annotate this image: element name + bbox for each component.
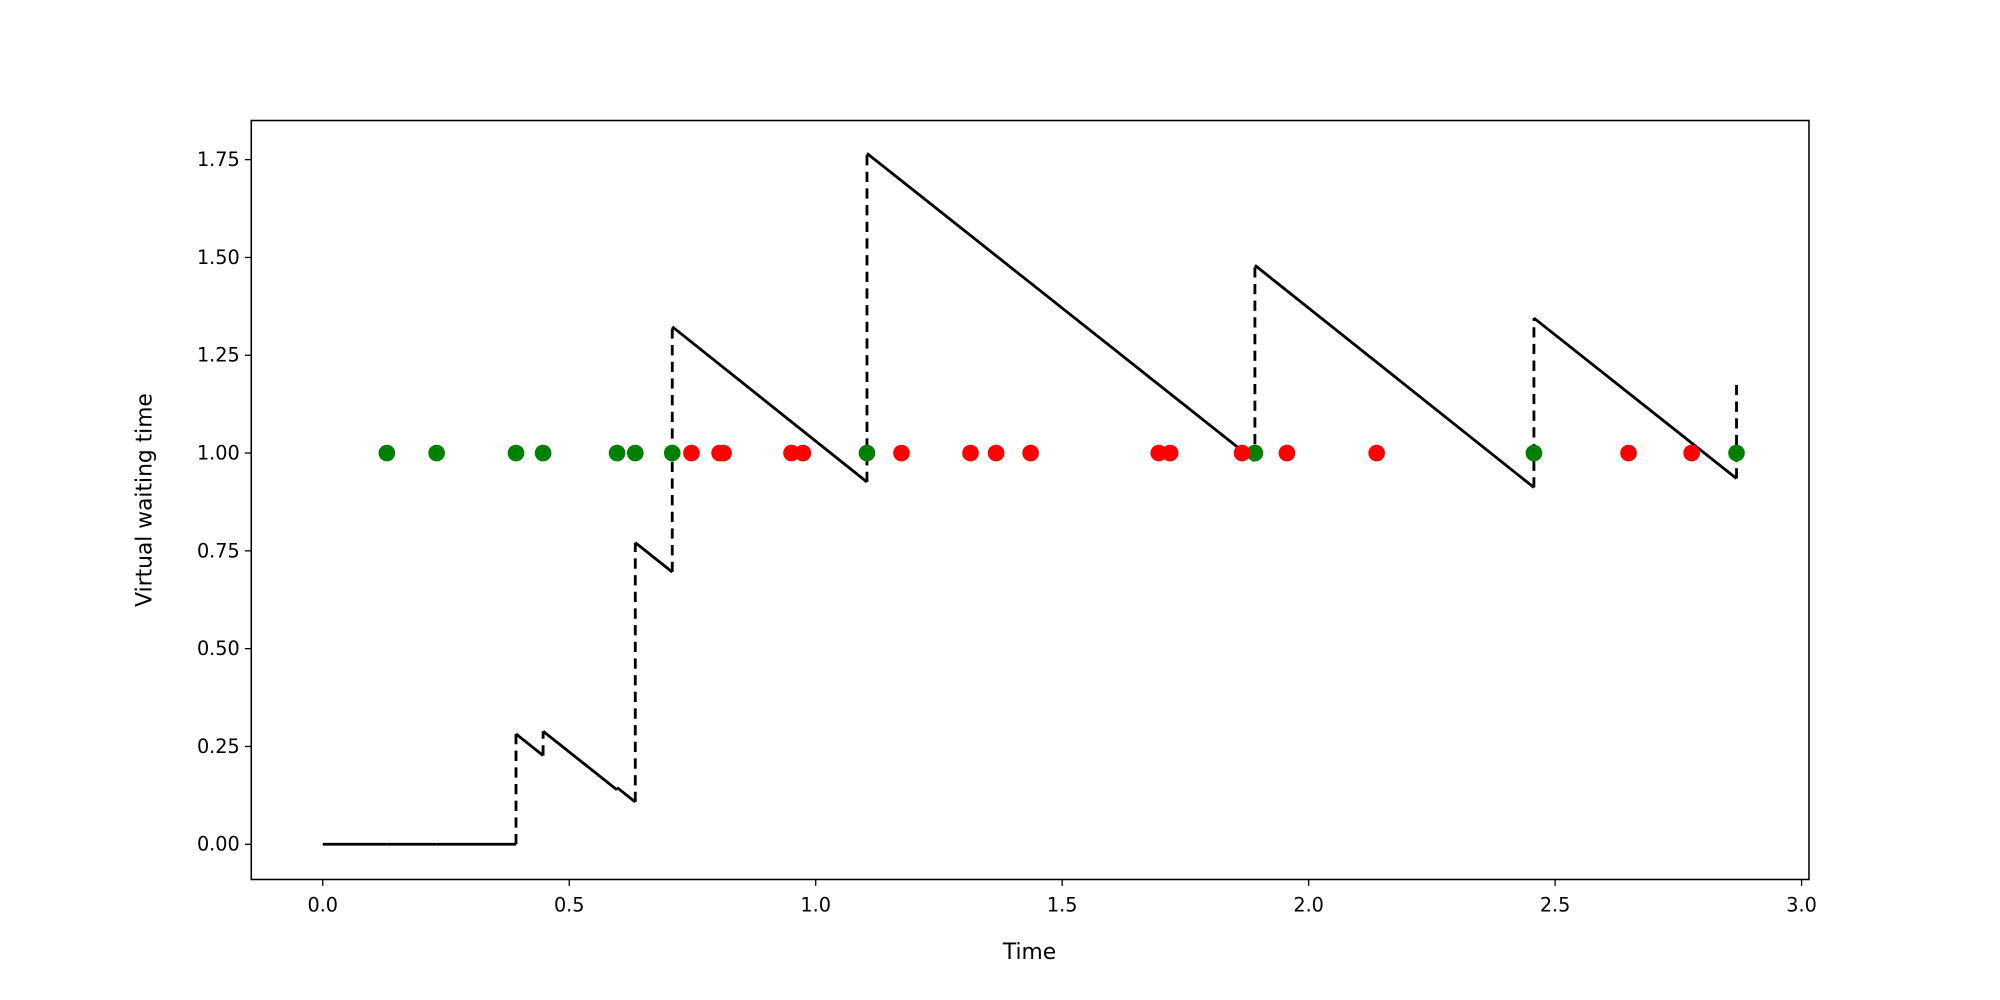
y-tick-label: 0.25	[197, 735, 240, 758]
y-tick-label: 1.25	[197, 344, 240, 367]
green-point-0	[378, 444, 396, 462]
y-tick-label: 0.00	[197, 833, 240, 856]
x-tick-label: 1.5	[1047, 894, 1078, 917]
red-point-13	[1368, 444, 1385, 462]
red-point-0	[683, 444, 700, 462]
y-axis-ticks: 0.00 0.25 0.50 0.75 1.00 1.25 1.50 1.75	[197, 148, 252, 856]
green-point-2	[507, 444, 525, 462]
x-tick-label: 1.0	[800, 894, 831, 917]
decay-segment-7	[671, 325, 868, 484]
x-tick-label: 0.0	[307, 894, 338, 917]
decay-segment-10	[1533, 316, 1738, 480]
red-point-14	[1620, 444, 1637, 462]
red-point-15	[1683, 444, 1700, 462]
green-point-7	[858, 444, 876, 462]
decay-segment-8	[866, 152, 1256, 462]
x-axis-ticks: 0.0 0.5 1.0 1.5 2.0 2.5 3.0	[307, 879, 1817, 917]
y-tick-label: 0.75	[197, 539, 240, 562]
decay-segment-3	[515, 732, 544, 757]
green-point-3	[534, 444, 552, 462]
red-point-2	[715, 444, 732, 462]
x-tick-label: 0.5	[554, 894, 585, 917]
plot-marks	[322, 152, 1745, 846]
green-point-9	[1525, 444, 1543, 462]
red-point-10	[1161, 444, 1179, 462]
y-tick-label: 1.00	[197, 441, 240, 464]
axes-frame	[250, 119, 1810, 881]
y-tick-label: 1.50	[197, 246, 240, 269]
green-point-6	[663, 444, 681, 462]
red-point-12	[1278, 444, 1296, 462]
green-point-4	[608, 444, 626, 462]
decay-segment-4	[542, 730, 618, 792]
y-tick-label: 1.75	[197, 148, 240, 171]
red-point-4	[794, 444, 812, 462]
green-point-1	[428, 444, 445, 462]
red-point-11	[1233, 444, 1251, 462]
red-point-6	[962, 444, 979, 462]
x-axis-label: Time	[1002, 940, 1056, 965]
red-point-8	[1022, 444, 1039, 462]
y-tick-label: 0.50	[197, 637, 240, 660]
red-point-7	[987, 444, 1005, 462]
decay-segment-5	[616, 786, 637, 804]
green-point-10	[1728, 444, 1745, 462]
x-tick-label: 2.5	[1540, 894, 1571, 917]
decay-segment-6	[634, 541, 674, 574]
y-axis-label: Virtual waiting time	[132, 393, 157, 607]
green-point-8	[1246, 444, 1264, 462]
green-point-5	[626, 444, 644, 462]
red-point-5	[893, 444, 910, 462]
x-tick-label: 3.0	[1786, 894, 1817, 917]
x-tick-label: 2.0	[1293, 894, 1324, 917]
decay-segment-9	[1254, 264, 1535, 489]
